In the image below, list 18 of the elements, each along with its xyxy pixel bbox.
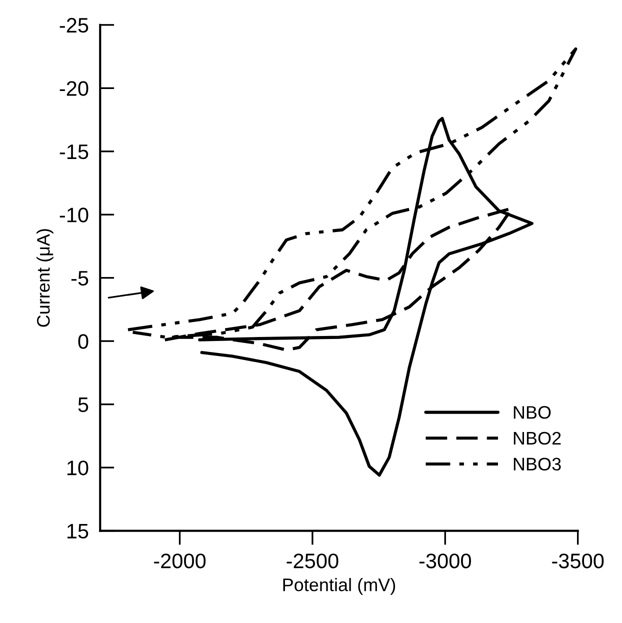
y-tick-label: 10 [67,460,88,476]
x-tick-label: -2500 [286,554,338,568]
y-tick-label: 0 [78,334,88,349]
legend-label: NBO3 [514,458,561,471]
y-tick-label: -20 [60,81,88,96]
x-tick-label: -3000 [419,554,471,568]
y-tick-label: 15 [67,524,88,539]
y-tick-label: 5 [78,398,88,412]
y-axis-title: Current (μA) [36,229,54,327]
y-tick-label: -25 [60,18,88,33]
legend-label: NBO2 [514,432,561,445]
y-tick-label: -15 [60,144,88,160]
y-tick-label: -10 [60,208,88,222]
legend-label: NBO [514,406,551,419]
x-axis-title: Potential (mV) [283,578,396,595]
x-tick-label: -2000 [154,554,206,568]
y-tick-label: -5 [71,271,88,286]
x-tick-label: -3500 [552,554,604,568]
